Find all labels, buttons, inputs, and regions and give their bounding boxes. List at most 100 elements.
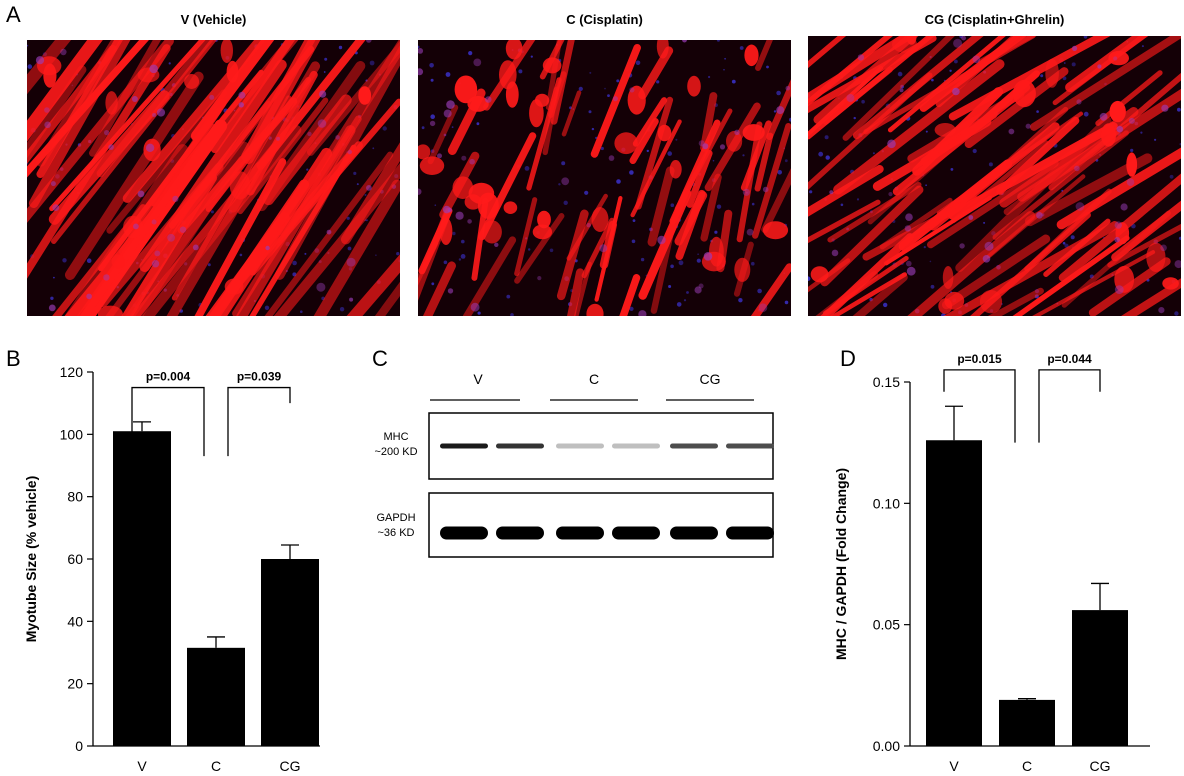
myotube-fiber — [340, 142, 400, 245]
nucleus-dot — [50, 296, 54, 300]
nucleus-overlay — [442, 205, 451, 214]
y-tick-label: 60 — [67, 551, 83, 567]
nucleus-dot — [170, 159, 175, 163]
nucleus-overlay — [1097, 64, 1102, 69]
nucleus-dot — [923, 246, 926, 249]
nucleus-overlay — [418, 188, 422, 195]
nucleus-dot — [382, 126, 387, 131]
nucleus-overlay — [984, 241, 994, 251]
nucleus-dot — [375, 254, 377, 256]
myotube-cell-body — [503, 201, 518, 214]
myotube-fiber — [761, 168, 791, 234]
nucleus-overlay — [151, 219, 157, 225]
myotube-fiber — [907, 211, 1036, 316]
nucleus-dot — [738, 298, 743, 303]
bar-c — [999, 699, 1055, 746]
nucleus-dot — [347, 246, 352, 251]
myotube-fiber — [833, 59, 1005, 195]
x-tick-label: CG — [1090, 758, 1111, 774]
nucleus-overlay — [238, 91, 246, 99]
nucleus-dot — [670, 203, 675, 207]
nucleus-overlay — [443, 109, 452, 118]
nucleus-dot — [861, 99, 865, 104]
nucleus-overlay — [629, 87, 635, 93]
myotube-fiber — [752, 123, 791, 239]
nucleus-dot — [766, 65, 769, 69]
nucleus-overlay — [1128, 117, 1135, 124]
myotube-fiber — [27, 65, 87, 159]
myotube-cell-body — [1146, 242, 1166, 272]
nucleus-dot — [418, 45, 420, 49]
nucleus-dot — [461, 239, 465, 244]
nucleus-dot — [1071, 62, 1076, 67]
myotube-cell-body — [439, 217, 453, 245]
nucleus-dot — [824, 135, 829, 140]
y-axis-title: Myotube Size (% vehicle) — [23, 476, 39, 642]
nucleus-dot — [1130, 148, 1134, 152]
myotube-fiber — [842, 36, 955, 141]
nucleus-dot — [716, 204, 722, 209]
bar-cg — [261, 559, 319, 746]
nucleus-dot — [856, 198, 860, 201]
nucleus-dot — [883, 302, 888, 308]
nucleus-dot — [207, 263, 211, 267]
myotube-fiber — [1043, 218, 1111, 277]
panel-a-letter: A — [6, 2, 21, 27]
nucleus-overlay — [429, 120, 436, 127]
nucleus-dot — [1064, 62, 1066, 64]
myotube-fiber — [27, 40, 72, 95]
nucleus-dot — [443, 133, 447, 137]
myotube-cell-body — [224, 278, 244, 295]
nucleus-overlay — [44, 121, 51, 129]
blot-frame — [428, 492, 774, 558]
nucleus-overlay — [1120, 203, 1128, 211]
nucleus-overlay — [1075, 202, 1085, 211]
nucleus-dot — [686, 291, 689, 294]
myotube-fiber — [674, 191, 708, 246]
nucleus-overlay — [1074, 165, 1080, 172]
nucleus-overlay — [179, 226, 187, 233]
nucleus-overlay — [887, 139, 896, 149]
myotube-cell-body — [184, 74, 200, 89]
nucleus-overlay — [1160, 244, 1167, 252]
myotube-cell-body — [687, 75, 701, 97]
myotube-cell-body — [742, 124, 765, 141]
nucleus-overlay — [1036, 212, 1043, 219]
nucleus-overlay — [317, 119, 327, 128]
nucleus-overlay — [154, 250, 161, 257]
myotube-cell-body — [942, 266, 954, 289]
myotube-fiber — [852, 36, 984, 140]
nucleus-dot — [773, 110, 777, 113]
myotube-fiber — [573, 261, 592, 316]
nucleus-dot — [168, 62, 171, 65]
blot-band — [670, 443, 718, 449]
nucleus-overlay — [133, 223, 139, 230]
nucleus-overlay — [959, 243, 965, 249]
nucleus-dot — [742, 154, 745, 157]
nucleus-dot — [751, 202, 755, 206]
nucleus-dot — [356, 183, 359, 186]
blot-strip-mhc — [428, 412, 774, 480]
blot-label-gapdh: GAPDH ~36 KD — [367, 511, 425, 541]
nucleus-dot — [518, 69, 523, 74]
myotube-fiber — [808, 36, 847, 69]
myotube-fiber — [736, 121, 763, 243]
nucleus-dot — [421, 126, 425, 130]
nucleus-dot — [897, 71, 903, 77]
significance-bracket: p=0.004 — [131, 370, 205, 457]
blot-band — [496, 443, 544, 449]
myotube-fiber — [561, 90, 582, 137]
myotube-fiber — [237, 97, 329, 215]
nucleus-overlay — [35, 56, 45, 65]
blot-band — [670, 526, 718, 540]
myotube-fiber — [1111, 200, 1181, 262]
nucleus-overlay — [172, 195, 179, 202]
nucleus-overlay — [734, 129, 740, 135]
nucleus-dot — [53, 276, 55, 279]
nucleus-dot — [27, 44, 29, 47]
nucleus-overlay — [151, 260, 160, 268]
nucleus-overlay — [455, 211, 464, 220]
nucleus-dot — [307, 131, 312, 137]
nucleus-dot — [353, 171, 357, 175]
nucleus-overlay — [48, 304, 56, 312]
